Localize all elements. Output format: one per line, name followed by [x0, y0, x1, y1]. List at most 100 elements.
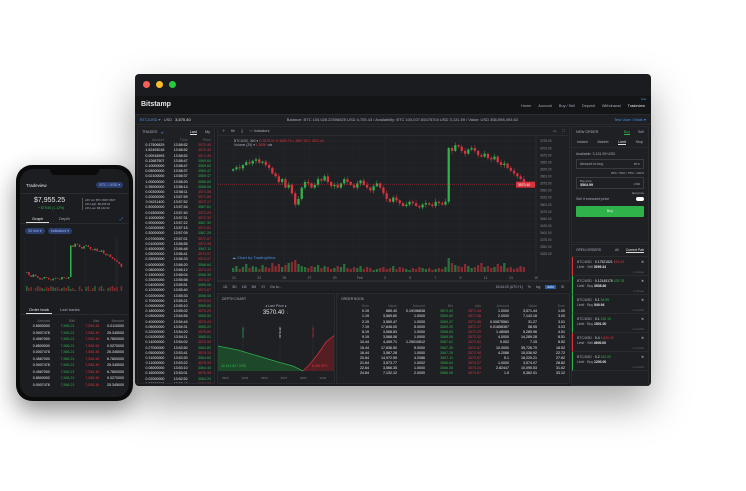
mobile-book-row[interactable]: 0.4567000 7,566.21 7,558.36 6.7800000 — [25, 357, 124, 364]
mobile-chart[interactable] — [20, 237, 129, 297]
nav-link[interactable]: Buy / Sell — [558, 104, 575, 108]
nav-link[interactable]: Home — [521, 104, 532, 108]
percent-toggle[interactable]: % — [527, 284, 531, 289]
order-book-row[interactable]: 1.19 3,569.60 1.0000 3569.60 3571.58 2.0000 7,… — [341, 314, 565, 319]
order-book-row[interactable]: 2.19 3,569.47 1.0000 3569.47 3571.85 0.008755… — [341, 320, 565, 325]
order-book-row[interactable]: 15.44 17,836.50 5.0000 3567.30 3572.67 10.000… — [341, 346, 565, 351]
range-button[interactable]: 3M — [251, 284, 257, 289]
auto-toggle[interactable]: auto — [545, 284, 556, 289]
bitstamp-logo[interactable]: Bitstamp — [141, 101, 171, 108]
mobile-book-row[interactable]: 0.8500000 7,566.21 7,558.36 0.0270000 — [25, 344, 124, 351]
order-book-row[interactable]: 9.19 3,568.06 1.0000 3568.06 3572.32 4.0000 14… — [341, 335, 565, 340]
tab-market[interactable]: Market — [597, 140, 609, 144]
mobile-indicators[interactable]: Indicators ▾ — [47, 228, 72, 234]
close-window-button[interactable] — [143, 81, 150, 88]
cancel-order-icon[interactable]: ✕ — [641, 279, 644, 283]
cancel-order-icon[interactable]: ✕ — [641, 336, 644, 340]
indicators-button[interactable]: 〰 Indicators — [249, 129, 269, 134]
tab-my[interactable]: My — [204, 130, 210, 134]
buy-button[interactable]: Buy — [576, 206, 644, 217]
pair-selector[interactable]: BTC/USD ▾ — [140, 117, 161, 122]
tab-last[interactable]: Last — [189, 130, 197, 135]
candle — [254, 159, 258, 161]
volume-bar — [349, 269, 352, 272]
tab-open-orders[interactable]: OPEN ORDERS — [576, 248, 602, 252]
nav-link[interactable]: Withdrawal — [601, 104, 621, 108]
mobile-pair-selector[interactable]: BTC / USD ▾ — [96, 182, 123, 188]
order-book-row[interactable]: 21.64 3,573.77 1.0002 3566.64 3574.07 1.0000 3… — [341, 361, 565, 366]
range-button[interactable]: Go to... — [270, 284, 282, 289]
mobile-book-row[interactable]: 0.0007478 7,566.21 7,558.36 25.345000 — [25, 350, 124, 357]
tab-last-trades[interactable]: Last trades — [60, 307, 80, 312]
mobile-book-row[interactable]: 0.0007478 7,566.21 7,558.36 25.345000 — [25, 331, 124, 338]
open-order-item[interactable]: BTC/USD · 0.4 1,840.00 Limit · Sell 4600.… — [572, 333, 648, 352]
last-price-link[interactable]: last price — [631, 191, 644, 195]
tradingview-watermark[interactable]: ☁ Chart by TradingView — [232, 255, 276, 260]
percent-shortcuts[interactable]: 25% / 50% / 75% / 100% — [610, 171, 644, 175]
tab-all[interactable]: All — [614, 248, 619, 252]
nav-link[interactable]: Account — [538, 104, 552, 108]
mobile-interval[interactable]: 30 min ▾ — [25, 228, 45, 234]
minimize-window-button[interactable] — [156, 81, 163, 88]
order-book-row[interactable]: 20.64 14,972.59 4.2086 3567.11 3573.57 5.1 18,… — [341, 356, 565, 361]
user-menu[interactable]: Test User / Main ▾ — [613, 117, 646, 122]
candle-type-icon[interactable]: ╽ — [241, 129, 244, 133]
sell-if-toggle[interactable] — [636, 197, 644, 201]
tab-graph[interactable]: Graph — [26, 216, 50, 223]
mobile-book-row[interactable]: 0.0007478 7,566.21 7,558.36 25.345000 — [25, 383, 124, 390]
order-book-row[interactable]: 8.19 3,568.83 1.0000 3568.83 3572.29 1.48065 5… — [341, 330, 565, 335]
range-button[interactable]: 1D — [223, 284, 228, 289]
open-order-item[interactable]: BTC/USD · 0.2 240.00 Limit · Buy 1200.00 ✕… — [572, 352, 648, 371]
maximize-window-button[interactable] — [169, 81, 176, 88]
mobile-book-row[interactable]: 0.4567000 7,566.21 7,558.36 6.7800000 — [25, 337, 124, 344]
range-button[interactable]: 1Y — [261, 284, 266, 289]
cancel-order-icon[interactable]: ✕ — [641, 298, 644, 302]
open-order-item[interactable]: BTC/USD · 0.17521521 616.25 Limit · Sell … — [572, 257, 648, 276]
cancel-order-icon[interactable]: ✕ — [641, 317, 644, 321]
range-button[interactable]: 5D — [232, 284, 237, 289]
order-book-row[interactable]: 0.19 685.40 0.19196838 3570.40 3571.44 1.0000… — [341, 309, 565, 314]
cancel-order-icon[interactable]: ✕ — [641, 355, 644, 359]
range-button[interactable]: 1M — [241, 284, 247, 289]
candle — [398, 200, 401, 204]
tab-current-pair[interactable]: Current Pair — [625, 248, 644, 253]
mobile-book-row[interactable]: 0.8500000 7,566.21 7,558.36 0.0110000 — [25, 324, 124, 331]
log-toggle[interactable]: log — [535, 284, 541, 289]
expand-icon[interactable]: ⤢ — [119, 216, 123, 221]
order-book-row[interactable]: 16.44 3,567.28 1.0000 3567.28 3572.98 4.2086 1… — [341, 351, 565, 356]
tab-depth[interactable]: Depth — [59, 216, 70, 221]
crosshair-icon[interactable]: ✛ — [222, 129, 226, 133]
tab-stop[interactable]: Stop — [635, 140, 644, 144]
open-order-item[interactable]: BTC/USD · 0.1 150.10 Limit · Buy 1501.00 ✕… — [572, 314, 648, 333]
mobile-book-row[interactable]: 0.8500000 7,566.21 7,558.36 0.0270000 — [25, 376, 124, 383]
volume-bar — [362, 269, 365, 272]
amount-input[interactable]: Amount to buy BTC — [576, 159, 644, 169]
mobile-book-row[interactable]: 0.4567000 7,566.21 7,558.36 6.7800000 — [25, 370, 124, 377]
tab-buy[interactable]: Buy — [623, 130, 630, 135]
trade-price: 3568.06 — [197, 184, 211, 189]
open-order-item[interactable]: BTC/USD · 0.1 54.99 Limit · Buy 549.94 ✕ 2 … — [572, 295, 648, 314]
tab-order-book[interactable]: Order book — [26, 307, 53, 314]
col-amount: Amount — [151, 138, 165, 142]
mobile-book-cell: 7,558.36 — [85, 356, 100, 361]
nav-link[interactable]: Deposit — [581, 104, 595, 108]
screenshot-icon[interactable]: ▭ — [553, 129, 557, 133]
fullscreen-icon[interactable]: ⛶ — [562, 129, 565, 133]
tab-limit[interactable]: Limit — [618, 140, 626, 145]
tab-sell[interactable]: Sell — [638, 130, 644, 134]
nav-link[interactable]: Tradeview — [627, 104, 645, 108]
price-chart[interactable]: 21 23 25 27 29 Feb 3 5 7 9 11 13 15 3725.00 3700.00 367… — [218, 136, 570, 281]
share-icon[interactable]: ⋖ — [160, 131, 164, 135]
time-tick: 15 — [534, 276, 538, 280]
order-book-row[interactable]: 10.44 4,459.71 1.25010612 3567.61 3572.61 0.0… — [341, 340, 565, 345]
cancel-order-icon[interactable]: ✕ — [641, 260, 644, 264]
order-book-row[interactable]: 22.64 3,566.35 1.0000 3566.35 3574.24 2.82447… — [341, 366, 565, 371]
interval-button[interactable]: 6h — [231, 129, 236, 133]
tab-instant[interactable]: Instant — [576, 140, 588, 144]
open-order-item[interactable]: BTC/USD · 0.12145175 429.78 Limit · Buy 3… — [572, 276, 648, 295]
buy-price-input[interactable]: Buy price 3564.99 USD — [576, 177, 644, 189]
chart-settings-icon[interactable]: ⚙ — [560, 284, 564, 289]
order-book-row[interactable]: 24.64 7,132.12 2.0000 3566.06 3574.67 1.5 5,36… — [341, 371, 565, 376]
order-book-row[interactable]: 7.19 17,846.00 5.0000 3569.20 3572.17 0.01656… — [341, 325, 565, 330]
mobile-book-row[interactable]: 0.0007478 7,566.21 7,558.36 25.345000 — [25, 363, 124, 370]
